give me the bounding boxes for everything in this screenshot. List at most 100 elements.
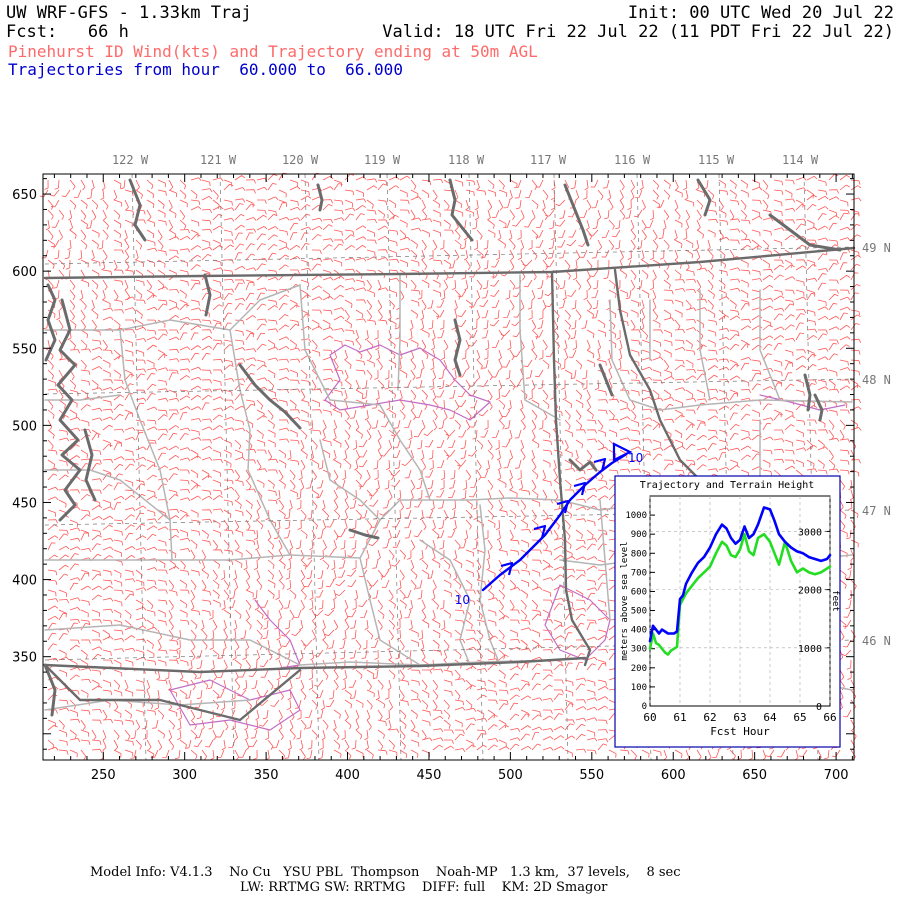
- border-line: [43, 663, 302, 722]
- inset-x-tick-label: 62: [703, 711, 716, 724]
- county-line: [359, 557, 421, 666]
- inset-y2-tick-label: 2000: [798, 586, 822, 597]
- x-tick-label: 400: [335, 768, 360, 783]
- inset-x-tick-label: 63: [733, 711, 746, 724]
- physics-info-line: LW: RRTMG SW: RRTMG DIFF: full KM: 2D Sm…: [240, 880, 608, 895]
- park-boundary: [169, 679, 301, 731]
- inset-y-tick-label: 700: [631, 568, 647, 578]
- inset-y-tick-label: 100: [631, 683, 647, 693]
- trajectory-end-label: 10: [628, 451, 643, 465]
- water-feature: [768, 213, 842, 252]
- inset-x-tick-label: 64: [763, 711, 777, 724]
- inset-y-tick-label: 300: [631, 645, 647, 655]
- inset-y-tick-label: 900: [631, 530, 647, 540]
- inset-x-axis-label: Fcst Hour: [710, 725, 770, 738]
- trajectory-hours-label: Trajectories from hour 60.000 to 66.000: [8, 60, 403, 79]
- water-feature: [568, 458, 598, 472]
- county-line: [759, 289, 781, 401]
- county-line: [229, 329, 291, 556]
- x-tick-label: 600: [661, 768, 686, 783]
- x-tick-label: 500: [498, 768, 523, 783]
- county-line: [44, 319, 231, 331]
- county-line: [171, 554, 361, 561]
- map-axis-labels: 250 300 350 400 450 500 550 600 650 7006506005505…: [12, 153, 891, 783]
- county-line: [699, 289, 711, 401]
- x-tick-label: 300: [172, 768, 197, 783]
- x-tick-label: 250: [91, 768, 116, 783]
- trajectory-end-arrow: [612, 442, 633, 462]
- county-line: [609, 299, 853, 411]
- park-boundary: [544, 584, 611, 661]
- inset-x-tick-label: 60: [643, 711, 656, 724]
- inset-y-tick-label: 800: [631, 549, 647, 559]
- water-feature: [598, 363, 614, 397]
- water-feature: [56, 298, 82, 522]
- park-boundary: [759, 394, 846, 411]
- longitude-label: 121 W: [200, 153, 237, 167]
- water-feature: [813, 393, 824, 422]
- trajectory-arrow: [500, 561, 514, 576]
- county-line: [319, 439, 381, 521]
- latitude-label: 47 N: [862, 504, 891, 518]
- forecast-hour-label: Fcst: 66 h: [6, 22, 129, 42]
- county-line: [119, 329, 173, 561]
- county-line: [479, 504, 501, 666]
- county-line: [419, 539, 471, 666]
- inset-y2-axis-label: feet: [830, 590, 840, 612]
- inset-y-tick-label: 500: [631, 607, 647, 617]
- longitude-line: [468, 173, 484, 761]
- init-time-label: Init: 00 UTC Wed 20 Jul 22: [627, 3, 894, 23]
- inset-y-tick-label: 600: [631, 587, 647, 597]
- water-feature: [696, 178, 712, 217]
- water-feature: [128, 178, 147, 242]
- park-boundary: [324, 344, 491, 421]
- model-info-line: Model Info: V4.1.3 No Cu YSU PBL Thompso…: [90, 865, 681, 880]
- x-tick-label: 550: [579, 768, 604, 783]
- y-tick-label: 650: [12, 188, 37, 203]
- inset-trajectory-height-line: [648, 506, 832, 643]
- latitude-line: [44, 246, 855, 265]
- latitude-label: 46 N: [862, 634, 891, 648]
- water-feature: [453, 318, 462, 377]
- product-title: Pinehurst ID Wind(kts) and Trajectory en…: [8, 42, 538, 61]
- water-feature: [448, 178, 474, 242]
- water-feature: [803, 373, 812, 412]
- x-tick-label: 650: [742, 768, 767, 783]
- border-line: [613, 268, 702, 502]
- county-line: [397, 274, 401, 391]
- county-line: [229, 284, 301, 331]
- longitude-label: 117 W: [530, 153, 567, 167]
- water-feature: [348, 528, 380, 540]
- county-line: [44, 469, 171, 521]
- longitude-label: 122 W: [112, 153, 149, 167]
- latitude-label: 49 N: [862, 241, 891, 255]
- county-line: [519, 274, 561, 421]
- x-tick-label: 350: [254, 768, 279, 783]
- longitude-line: [219, 173, 235, 761]
- inset-x-tick-label: 65: [793, 711, 806, 724]
- county-line: [359, 499, 431, 559]
- inset-y-tick-label: 400: [631, 626, 647, 636]
- inset-x-tick-label: 66: [823, 711, 836, 724]
- y-tick-label: 600: [12, 265, 37, 280]
- longitude-line: [131, 173, 147, 761]
- inset-x-tick-label: 61: [673, 711, 686, 724]
- y-tick-label: 550: [12, 342, 37, 357]
- trajectory-arrow: [556, 499, 570, 514]
- inset-y2-tick-label: 1000: [798, 644, 822, 655]
- county-line: [44, 394, 121, 401]
- border-line: [550, 270, 592, 667]
- longitude-label: 119 W: [364, 153, 401, 167]
- wind-barb-field: [39, 172, 862, 761]
- water-feature: [44, 283, 57, 362]
- trajectory-arrow: [593, 457, 607, 472]
- map-axis-ticks: [43, 174, 854, 760]
- border-line: [43, 246, 856, 280]
- inset-y-tick-label: 200: [631, 664, 647, 674]
- longitude-label: 115 W: [698, 153, 735, 167]
- park-boundary: [254, 599, 301, 669]
- state-and-country-borders: [43, 246, 856, 722]
- inset-y2-tick-label: 0: [816, 702, 822, 713]
- park-boundaries: [169, 344, 846, 731]
